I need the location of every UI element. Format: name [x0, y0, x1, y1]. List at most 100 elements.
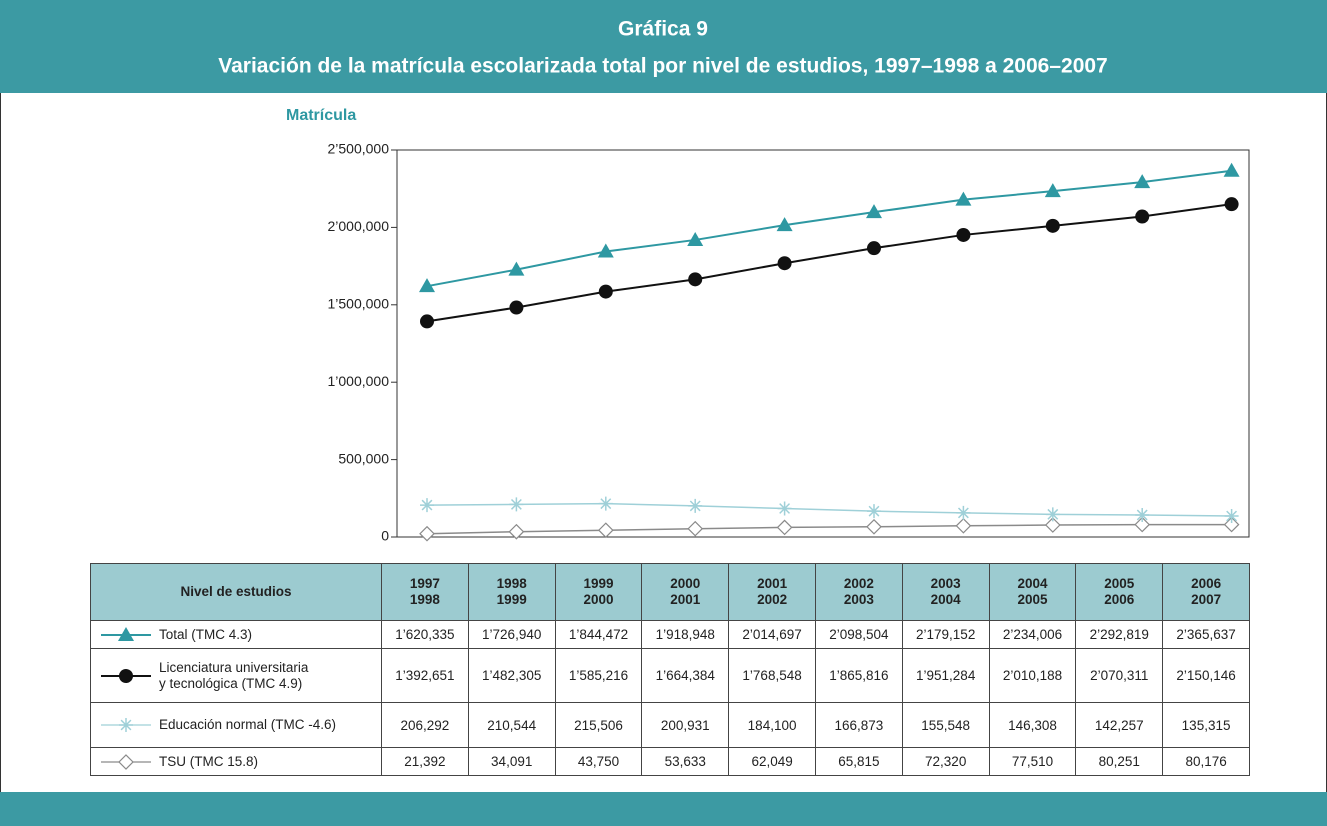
- marker: [956, 227, 971, 242]
- legend-label: Educación normal (TMC -4.6): [159, 717, 337, 732]
- value-cell: 1’768,548: [728, 648, 816, 703]
- marker: [1045, 507, 1060, 522]
- value-cell: 62,049: [728, 747, 816, 776]
- value-cell: 1’951,284: [901, 648, 990, 703]
- marker: [419, 278, 435, 293]
- marker: [866, 204, 882, 219]
- value-cell: 1’585,216: [554, 648, 643, 703]
- value-cell: 2’234,006: [988, 620, 1077, 649]
- header-cell: 1997 1998: [381, 563, 469, 621]
- legend-label: TSU (TMC 15.8): [159, 753, 259, 769]
- value-cell: 72,320: [901, 747, 990, 776]
- marker: [956, 505, 971, 520]
- data-table: Nivel de estudios 1997 1998 1998 1999 1999…: [90, 563, 1250, 776]
- legend-label: Total (TMC 4.3): [159, 626, 253, 642]
- header-cell: 2001 2002: [728, 563, 816, 621]
- value-cell: 1’392,651: [381, 648, 469, 703]
- table-row: Total (TMC 4.3) 1’620,335 1’726,940 1’844,4…: [90, 620, 1250, 649]
- marker: [508, 261, 525, 276]
- header-cell: 2004 2005: [988, 563, 1077, 621]
- chart-title: Gráfica 9: [618, 18, 708, 41]
- value-cell: 210,544: [467, 702, 556, 748]
- table-row: Educación normal (TMC -4.6) 206,292 210,54…: [90, 702, 1250, 748]
- header-cell: 2003 2004: [901, 563, 990, 621]
- value-cell: 146,308: [988, 702, 1077, 748]
- value-cell: 1’620,335: [381, 620, 469, 649]
- y-tick-label: 0: [381, 528, 389, 544]
- value-cell: 1’664,384: [641, 648, 730, 703]
- value-cell: 1’865,816: [814, 648, 903, 703]
- value-cell: 21,392: [381, 747, 469, 776]
- value-cell: 184,100: [728, 702, 816, 748]
- marker: [1135, 507, 1150, 522]
- value-cell: 2’010,188: [988, 648, 1077, 703]
- marker: [1134, 174, 1151, 189]
- legend-icon: [101, 626, 151, 641]
- value-cell: 2’098,504: [814, 620, 903, 649]
- legend-marker: [119, 668, 133, 683]
- value-cell: 142,257: [1075, 702, 1164, 748]
- marker: [597, 522, 614, 539]
- legend-cell: Total (TMC 4.3): [90, 620, 382, 649]
- legend-label: Licenciatura universitaria y tecnológica…: [159, 659, 309, 691]
- marker: [598, 284, 613, 299]
- header-row: Nivel de estudios 1997 1998 1998 1999 1999…: [90, 563, 1250, 621]
- legend-icon: [101, 668, 151, 683]
- marker: [420, 498, 434, 513]
- legend-icon: [101, 753, 151, 770]
- marker: [867, 241, 881, 256]
- legend-cell: TSU (TMC 15.8): [90, 747, 382, 776]
- header-cell: 1998 1999: [467, 563, 556, 621]
- value-cell: 53,633: [641, 747, 730, 776]
- marker: [688, 272, 703, 287]
- legend-marker: [119, 718, 133, 732]
- header-cell: 2006 2007: [1162, 563, 1250, 621]
- marker: [598, 496, 613, 511]
- value-cell: 200,931: [641, 702, 730, 748]
- marker: [776, 519, 793, 536]
- value-cell: 43,750: [554, 747, 643, 776]
- marker: [1224, 509, 1239, 524]
- value-cell: 2’070,311: [1075, 648, 1164, 703]
- series-line: [426, 203, 1232, 323]
- value-cell: 2’179,152: [901, 620, 990, 649]
- series-line: [426, 169, 1232, 288]
- table-row: TSU (TMC 15.8) 21,392 34,091 43,750 53,633 62…: [90, 747, 1250, 776]
- marker: [776, 217, 793, 232]
- marker: [866, 518, 882, 535]
- value-cell: 65,815: [814, 747, 903, 776]
- header-cell: 2005 2006: [1075, 563, 1164, 621]
- header-cell: Nivel de estudios: [90, 563, 382, 621]
- marker: [1223, 516, 1240, 533]
- marker: [597, 243, 614, 258]
- value-cell: 80,176: [1162, 747, 1250, 776]
- marker: [955, 517, 972, 534]
- value-cell: 155,548: [901, 702, 990, 748]
- marker: [509, 497, 524, 512]
- value-cell: 80,251: [1075, 747, 1164, 776]
- marker: [1135, 209, 1150, 224]
- y-tick-label: 2’500,000: [327, 141, 389, 157]
- marker: [509, 300, 524, 315]
- series-line: [426, 523, 1232, 535]
- marker: [955, 191, 972, 206]
- marker: [687, 231, 704, 246]
- value-cell: 2’365,637: [1162, 620, 1250, 649]
- value-cell: 206,292: [381, 702, 469, 748]
- value-cell: 1’918,948: [641, 620, 730, 649]
- y-tick-label: 1’000,000: [327, 373, 389, 389]
- marker: [867, 504, 881, 519]
- value-cell: 34,091: [467, 747, 556, 776]
- marker: [1045, 218, 1060, 233]
- series-line: [426, 502, 1232, 517]
- plot-frame: [396, 149, 1250, 538]
- marker: [688, 498, 703, 513]
- legend-marker: [118, 753, 134, 770]
- marker: [508, 523, 525, 540]
- y-tick-label: 2’000,000: [327, 218, 389, 234]
- marker: [419, 525, 435, 542]
- legend-cell: Educación normal (TMC -4.6): [90, 702, 382, 748]
- marker: [777, 501, 792, 516]
- y-tick-label: 500,000: [338, 450, 389, 466]
